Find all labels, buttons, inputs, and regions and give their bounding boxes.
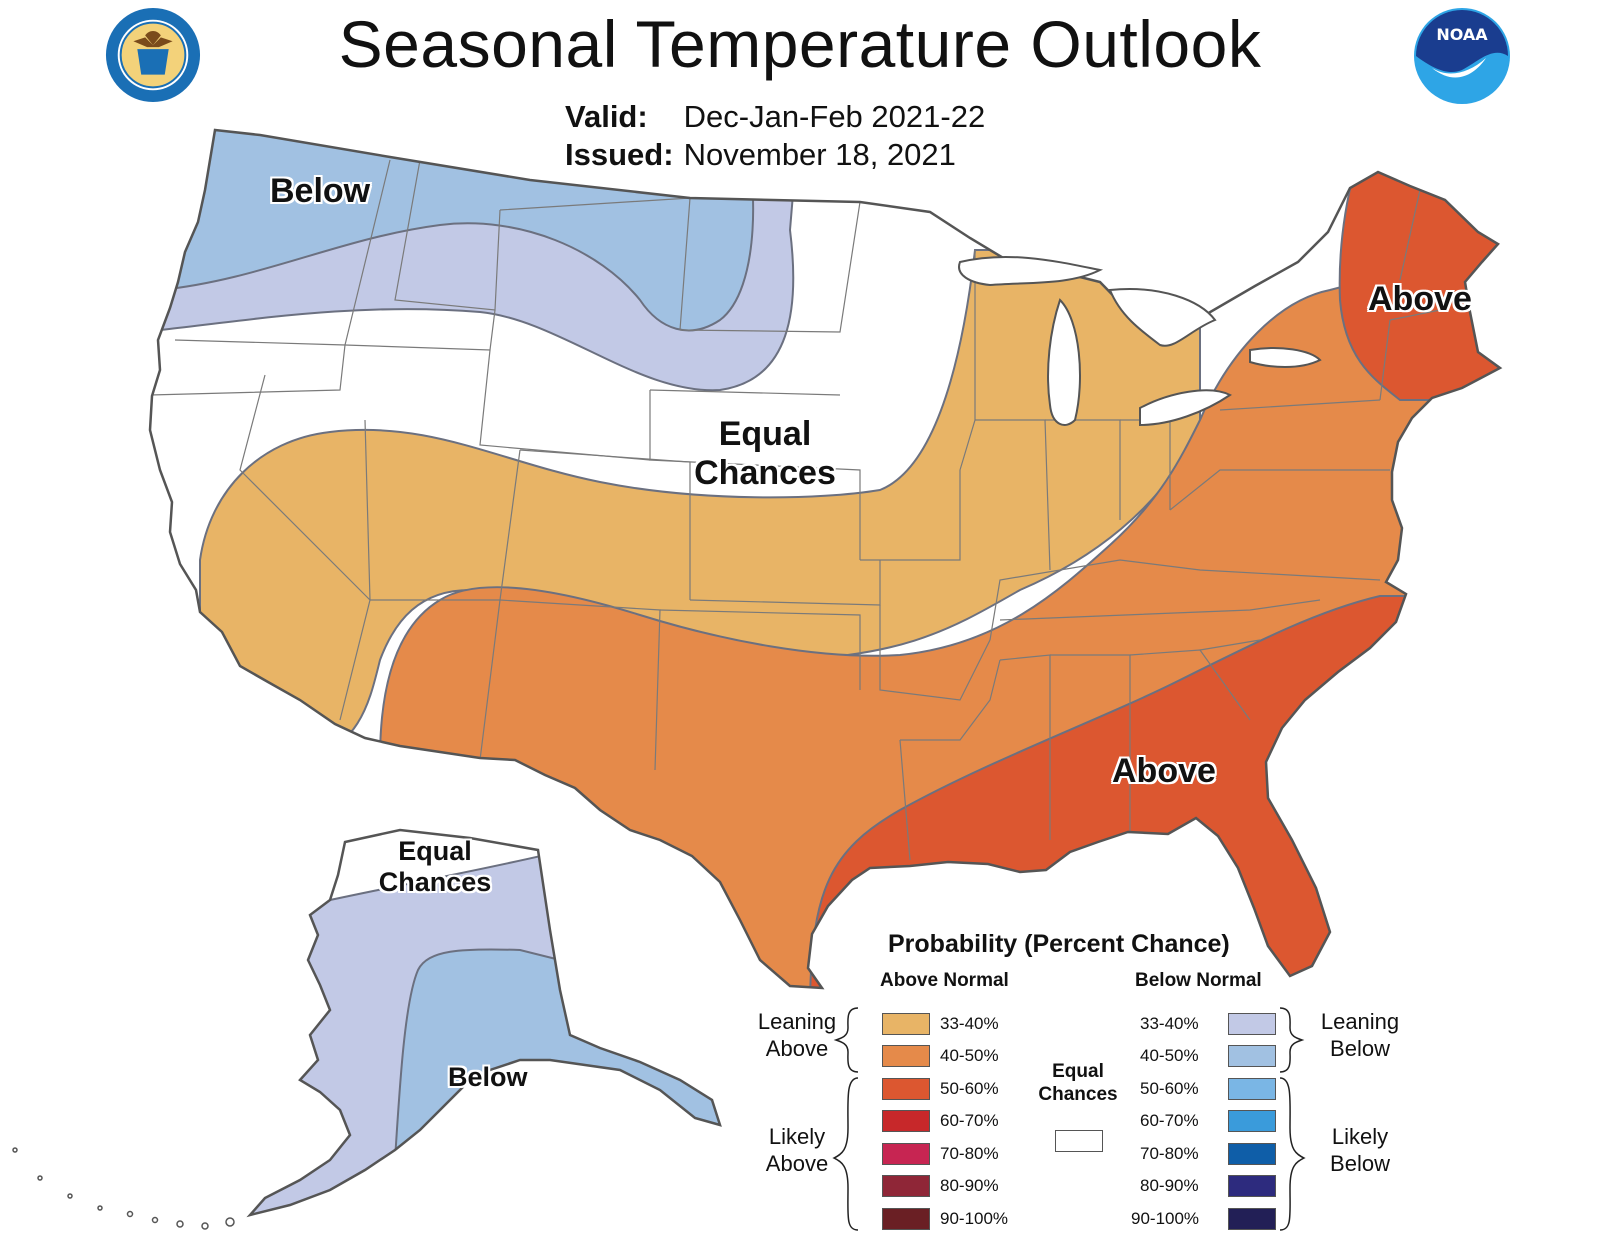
valid-block: Valid: Dec-Jan-Feb 2021-22 Issued: Novem… xyxy=(565,98,985,174)
likely-above-line-2: Above xyxy=(765,1151,829,1176)
legend-above-pct-6: 80-90% xyxy=(940,1176,999,1195)
label-alaska-equal-chances: Equal Chances xyxy=(360,836,510,898)
legend-swatch-above-6 xyxy=(882,1175,930,1197)
legend-swatch-below-7 xyxy=(1228,1208,1276,1230)
legend-swatch-above-4 xyxy=(882,1110,930,1132)
legend-swatch-below-1 xyxy=(1228,1013,1276,1035)
noaa-logo-icon: NOAA xyxy=(1414,8,1510,104)
leaning-below-line-1: Leaning xyxy=(1320,1009,1400,1034)
legend-title: Probability (Percent Chance) xyxy=(888,930,1230,958)
label-northwest-below: Below xyxy=(270,172,371,210)
legend-swatch-below-2 xyxy=(1228,1045,1276,1067)
legend-below-pct-7: 90-100% xyxy=(1131,1209,1200,1228)
likely-above-line-1: Likely xyxy=(768,1124,826,1149)
legend-below-pct-2: 40-50% xyxy=(1140,1046,1199,1065)
label-northeast-above: Above xyxy=(1368,280,1472,318)
legend-braces xyxy=(832,1007,1306,1231)
legend-swatch-below-4 xyxy=(1228,1110,1276,1132)
noaa-logo-text: NOAA xyxy=(1436,25,1488,44)
leaning-below-line-2: Below xyxy=(1330,1036,1390,1061)
page-title: Seasonal Temperature Outlook xyxy=(338,7,1262,81)
legend-leaning-above-label: Leaning Above xyxy=(742,1008,852,1062)
legend-below-pct-4: 60-70% xyxy=(1140,1111,1199,1130)
legend-swatch-below-3 xyxy=(1228,1078,1276,1100)
equal-chances-line-2: Chances xyxy=(1038,1084,1118,1105)
likely-below-line-2: Below xyxy=(1330,1151,1390,1176)
legend-below-pct-1: 33-40% xyxy=(1140,1014,1199,1033)
leaning-above-line-2: Above xyxy=(765,1036,829,1061)
legend-swatch-above-1 xyxy=(882,1013,930,1035)
legend-above-pct-7: 90-100% xyxy=(940,1209,1009,1228)
department-of-commerce-seal-icon xyxy=(105,7,201,103)
valid-value: Dec-Jan-Feb 2021-22 xyxy=(683,99,986,134)
ak-region-below-40-50 xyxy=(394,948,720,1215)
legend-equal-chances-label: Equal Chances xyxy=(1028,1060,1128,1106)
label-alaska-below: Below xyxy=(448,1062,528,1092)
valid-label: Valid: xyxy=(565,99,648,134)
label-central-equal-chances: Equal Chances xyxy=(690,415,840,493)
legend-likely-above-label: Likely Above xyxy=(742,1123,852,1177)
great-lakes xyxy=(958,255,1322,427)
aleutian-islands xyxy=(12,1147,235,1230)
legend-leaning-below-label: Leaning Below xyxy=(1305,1008,1415,1062)
legend-swatch-above-2 xyxy=(882,1045,930,1067)
legend-above-pct-2: 40-50% xyxy=(940,1046,999,1065)
legend-likely-below-label: Likely Below xyxy=(1305,1123,1415,1177)
legend-swatch-below-6 xyxy=(1228,1175,1276,1197)
label-alaska-line-1: Equal xyxy=(398,836,472,866)
legend-below-pct-3: 50-60% xyxy=(1140,1079,1199,1098)
legend-below-pct-5: 70-80% xyxy=(1140,1144,1199,1163)
legend-above-pct-3: 50-60% xyxy=(940,1079,999,1098)
legend-above-pct-4: 60-70% xyxy=(940,1111,999,1130)
alaska-outline xyxy=(246,828,722,1218)
legend-above-pct-1: 33-40% xyxy=(940,1014,999,1033)
legend-swatch-equal-chances xyxy=(1055,1130,1103,1152)
legend-swatch-above-5 xyxy=(882,1143,930,1165)
legend-swatch-above-7 xyxy=(882,1208,930,1230)
issued-label: Issued: xyxy=(565,137,674,172)
legend-below-pct-6: 80-90% xyxy=(1140,1176,1199,1195)
equal-chances-line-1: Equal xyxy=(1052,1061,1104,1082)
legend-swatch-below-5 xyxy=(1228,1143,1276,1165)
legend-swatch-above-3 xyxy=(882,1078,930,1100)
legend-above-header: Above Normal xyxy=(880,970,1009,991)
label-alaska-line-2: Chances xyxy=(378,867,492,898)
label-central-line-2: Chances xyxy=(694,454,836,493)
legend-below-header: Below Normal xyxy=(1135,970,1262,991)
conus-regions xyxy=(150,130,1500,988)
label-southeast-above: Above xyxy=(1112,752,1216,790)
issued-value: November 18, 2021 xyxy=(683,137,956,172)
leaning-above-line-1: Leaning xyxy=(757,1009,837,1034)
legend-above-pct-5: 70-80% xyxy=(940,1144,999,1163)
label-central-line-1: Equal xyxy=(718,415,812,453)
conus-outline xyxy=(148,128,1503,990)
likely-below-line-1: Likely xyxy=(1331,1124,1389,1149)
